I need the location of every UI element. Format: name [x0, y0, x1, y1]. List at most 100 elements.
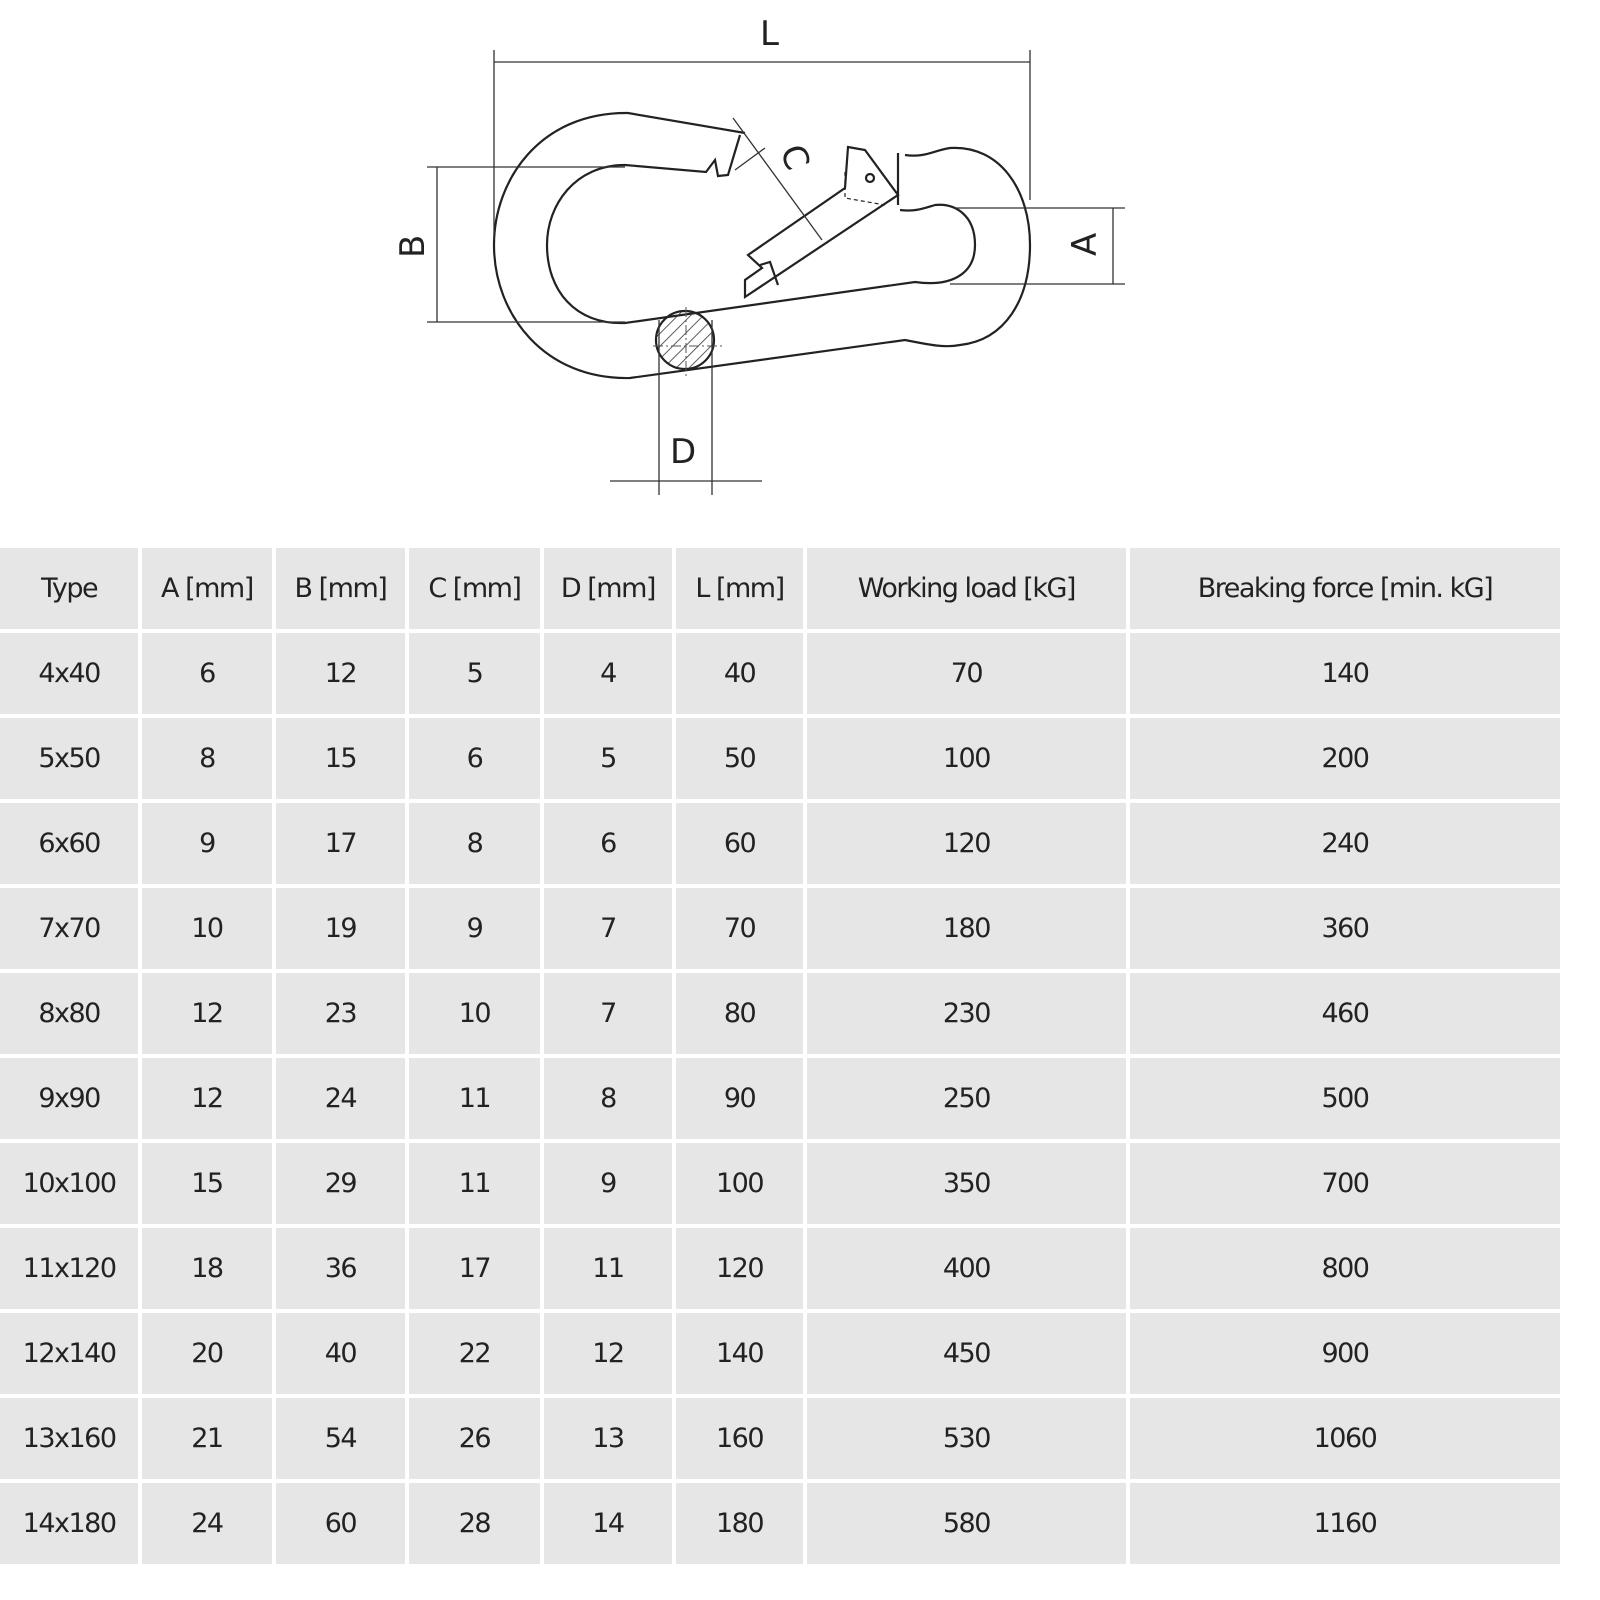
column-header: L [mm] [676, 548, 803, 629]
table-row: 12x140 20 40 22 12 140 450 900 [0, 1313, 1560, 1394]
table-cell: 140 [676, 1313, 803, 1394]
table-cell: 26 [409, 1398, 540, 1479]
table-cell: 800 [1129, 1228, 1560, 1309]
table-row: 7x70 10 19 9 7 70 180 360 [0, 888, 1560, 969]
carabiner-outline [492, 111, 1032, 380]
dimension-label-a: A [1065, 233, 1105, 256]
table-cell: 4 [543, 633, 673, 714]
table-cell: 15 [142, 1143, 272, 1224]
table-cell: 54 [275, 1398, 406, 1479]
table-cell: 7 [543, 888, 673, 969]
table-cell: 160 [676, 1398, 803, 1479]
table-row: 5x50 8 15 6 5 50 100 200 [0, 718, 1560, 799]
table-cell: 6 [543, 803, 673, 884]
column-header: Breaking force [min. kG] [1129, 548, 1560, 629]
column-header: Working load [kG] [806, 548, 1126, 629]
table-row: 6x60 9 17 8 6 60 120 240 [0, 803, 1560, 884]
table-cell: 200 [1129, 718, 1560, 799]
dimension-label-l: L [760, 14, 779, 54]
table-cell: 12 [275, 633, 406, 714]
table-cell: 11 [409, 1143, 540, 1224]
table-cell: 100 [676, 1143, 803, 1224]
table-cell: 6 [409, 718, 540, 799]
table-cell: 530 [806, 1398, 1126, 1479]
dimension-lines [427, 50, 1125, 495]
table-cell: 580 [806, 1483, 1126, 1564]
table-cell: 120 [676, 1228, 803, 1309]
table-cell: 12 [142, 1058, 272, 1139]
table-cell: 460 [1129, 973, 1560, 1054]
table-cell: 50 [676, 718, 803, 799]
table-cell: 4x40 [0, 633, 139, 714]
cross-section-d [653, 307, 722, 378]
table-cell: 13 [543, 1398, 673, 1479]
table-cell: 6 [142, 633, 272, 714]
table-cell: 90 [676, 1058, 803, 1139]
table-cell: 22 [409, 1313, 540, 1394]
table-row: 8x80 12 23 10 7 80 230 460 [0, 973, 1560, 1054]
table-cell: 5 [543, 718, 673, 799]
table-cell: 70 [806, 633, 1126, 714]
table-cell: 9 [142, 803, 272, 884]
table-cell: 900 [1129, 1313, 1560, 1394]
table-cell: 40 [275, 1313, 406, 1394]
table-cell: 250 [806, 1058, 1126, 1139]
table-cell: 120 [806, 803, 1126, 884]
table-cell: 28 [409, 1483, 540, 1564]
table-cell: 400 [806, 1228, 1126, 1309]
table-header-row: Type A [mm] B [mm] C [mm] D [mm] L [mm] Workin… [0, 548, 1560, 629]
table-cell: 230 [806, 973, 1126, 1054]
table-cell: 1060 [1129, 1398, 1560, 1479]
table-cell: 180 [806, 888, 1126, 969]
table-cell: 21 [142, 1398, 272, 1479]
table-cell: 24 [275, 1058, 406, 1139]
table-cell: 8 [543, 1058, 673, 1139]
dimension-label-b: B [393, 235, 433, 258]
table-cell: 700 [1129, 1143, 1560, 1224]
column-header: A [mm] [142, 548, 272, 629]
table-cell: 1160 [1129, 1483, 1560, 1564]
table-cell: 18 [142, 1228, 272, 1309]
table-row: 9x90 12 24 11 8 90 250 500 [0, 1058, 1560, 1139]
table-cell: 19 [275, 888, 406, 969]
table-cell: 13x160 [0, 1398, 139, 1479]
table-cell: 9 [543, 1143, 673, 1224]
table-cell: 11x120 [0, 1228, 139, 1309]
spec-table: Type A [mm] B [mm] C [mm] D [mm] L [mm] Workin… [0, 544, 1564, 1568]
table-cell: 9x90 [0, 1058, 139, 1139]
table-cell: 8 [142, 718, 272, 799]
table-cell: 10x100 [0, 1143, 139, 1224]
table-cell: 12 [142, 973, 272, 1054]
table-cell: 5x50 [0, 718, 139, 799]
table-cell: 80 [676, 973, 803, 1054]
column-header: B [mm] [275, 548, 406, 629]
column-header: Type [0, 548, 139, 629]
table-cell: 10 [142, 888, 272, 969]
table-cell: 500 [1129, 1058, 1560, 1139]
table-cell: 180 [676, 1483, 803, 1564]
table-cell: 40 [676, 633, 803, 714]
table-cell: 350 [806, 1143, 1126, 1224]
table-cell: 17 [275, 803, 406, 884]
table-row: 14x180 24 60 28 14 180 580 1160 [0, 1483, 1560, 1564]
table-cell: 10 [409, 973, 540, 1054]
table-cell: 8x80 [0, 973, 139, 1054]
table-cell: 8 [409, 803, 540, 884]
dimension-label-d: D [670, 432, 696, 472]
table-cell: 14x180 [0, 1483, 139, 1564]
table-cell: 450 [806, 1313, 1126, 1394]
table-cell: 5 [409, 633, 540, 714]
table-cell: 100 [806, 718, 1126, 799]
table-cell: 29 [275, 1143, 406, 1224]
table-cell: 60 [676, 803, 803, 884]
carabiner-diagram: L B A C D [393, 14, 1125, 495]
table-cell: 7x70 [0, 888, 139, 969]
table-cell: 9 [409, 888, 540, 969]
table-cell: 60 [275, 1483, 406, 1564]
dimension-label-c: C [772, 139, 818, 175]
table-cell: 240 [1129, 803, 1560, 884]
table-row: 4x40 6 12 5 4 40 70 140 [0, 633, 1560, 714]
column-header: C [mm] [409, 548, 540, 629]
table-cell: 15 [275, 718, 406, 799]
table-cell: 24 [142, 1483, 272, 1564]
